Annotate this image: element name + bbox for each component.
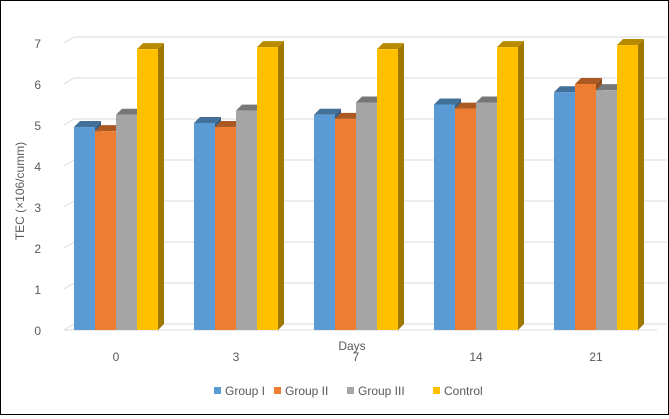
bar-front — [95, 131, 116, 330]
bar-front — [617, 45, 638, 330]
bar-side — [278, 41, 284, 330]
bar — [377, 43, 404, 330]
y-tick-label: 3 — [34, 201, 41, 215]
gridline-slant — [64, 324, 74, 330]
y-tick-label: 1 — [34, 283, 41, 297]
y-tick-label: 0 — [34, 324, 41, 338]
gridline-slant — [64, 37, 74, 43]
bar-front — [476, 102, 497, 330]
legend-swatch — [433, 387, 440, 394]
bar-front — [497, 47, 518, 330]
bar-front — [356, 102, 377, 330]
legend-item: Group I — [214, 384, 265, 398]
y-axis-label: TEC (×106/cumm) — [13, 142, 27, 240]
y-tick-label: 5 — [34, 119, 41, 133]
bar-front — [575, 84, 596, 330]
legend-item: Group III — [347, 384, 405, 398]
bar — [137, 43, 164, 330]
legend-label: Group I — [225, 384, 265, 398]
y-tick-label: 4 — [34, 160, 41, 174]
bar-front — [236, 111, 257, 330]
legend-item: Group II — [274, 384, 328, 398]
legend-label: Group II — [285, 384, 328, 398]
bar-front — [257, 47, 278, 330]
y-axis-ticks: 0 1 2 3 4 5 6 7 — [34, 37, 41, 338]
bar-side — [518, 41, 524, 330]
gridline-slant — [64, 160, 74, 166]
gridline-slant — [64, 78, 74, 84]
gridline-slant — [64, 119, 74, 125]
bar-front — [596, 90, 617, 330]
legend-swatch — [347, 387, 354, 394]
gridline-slant — [64, 283, 74, 289]
x-axis-label: Days — [338, 339, 365, 353]
y-tick-label: 2 — [34, 242, 41, 256]
legend-item: Control — [433, 384, 483, 398]
bar — [617, 39, 644, 330]
bar-side — [158, 43, 164, 330]
bar-front — [215, 127, 236, 330]
y-tick-label: 6 — [34, 78, 41, 92]
legend-swatch — [274, 387, 281, 394]
legend-label: Control — [444, 384, 483, 398]
bar-front — [335, 119, 356, 330]
bar-front — [377, 49, 398, 330]
gridline-slant — [64, 201, 74, 207]
gridline-slant — [64, 242, 74, 248]
bar-front — [434, 105, 455, 331]
bar-side — [638, 39, 644, 330]
bar-front — [137, 49, 158, 330]
bar-front — [314, 115, 335, 330]
x-tick-label: 3 — [233, 350, 240, 364]
legend-label: Group III — [358, 384, 405, 398]
bars — [74, 39, 644, 330]
x-tick-label: 0 — [113, 350, 120, 364]
legend-swatch — [214, 387, 221, 394]
bar-side — [398, 43, 404, 330]
y-tick-label: 7 — [34, 37, 41, 51]
x-tick-label: 14 — [469, 350, 483, 364]
bar — [257, 41, 284, 330]
bar-front — [455, 109, 476, 330]
bar-front — [194, 123, 215, 330]
bar-front — [116, 115, 137, 330]
x-tick-label: 21 — [589, 350, 603, 364]
legend: Group I Group II Group III Control — [214, 384, 483, 398]
bar-front — [554, 92, 575, 330]
bar-front — [74, 127, 95, 330]
bar — [497, 41, 524, 330]
